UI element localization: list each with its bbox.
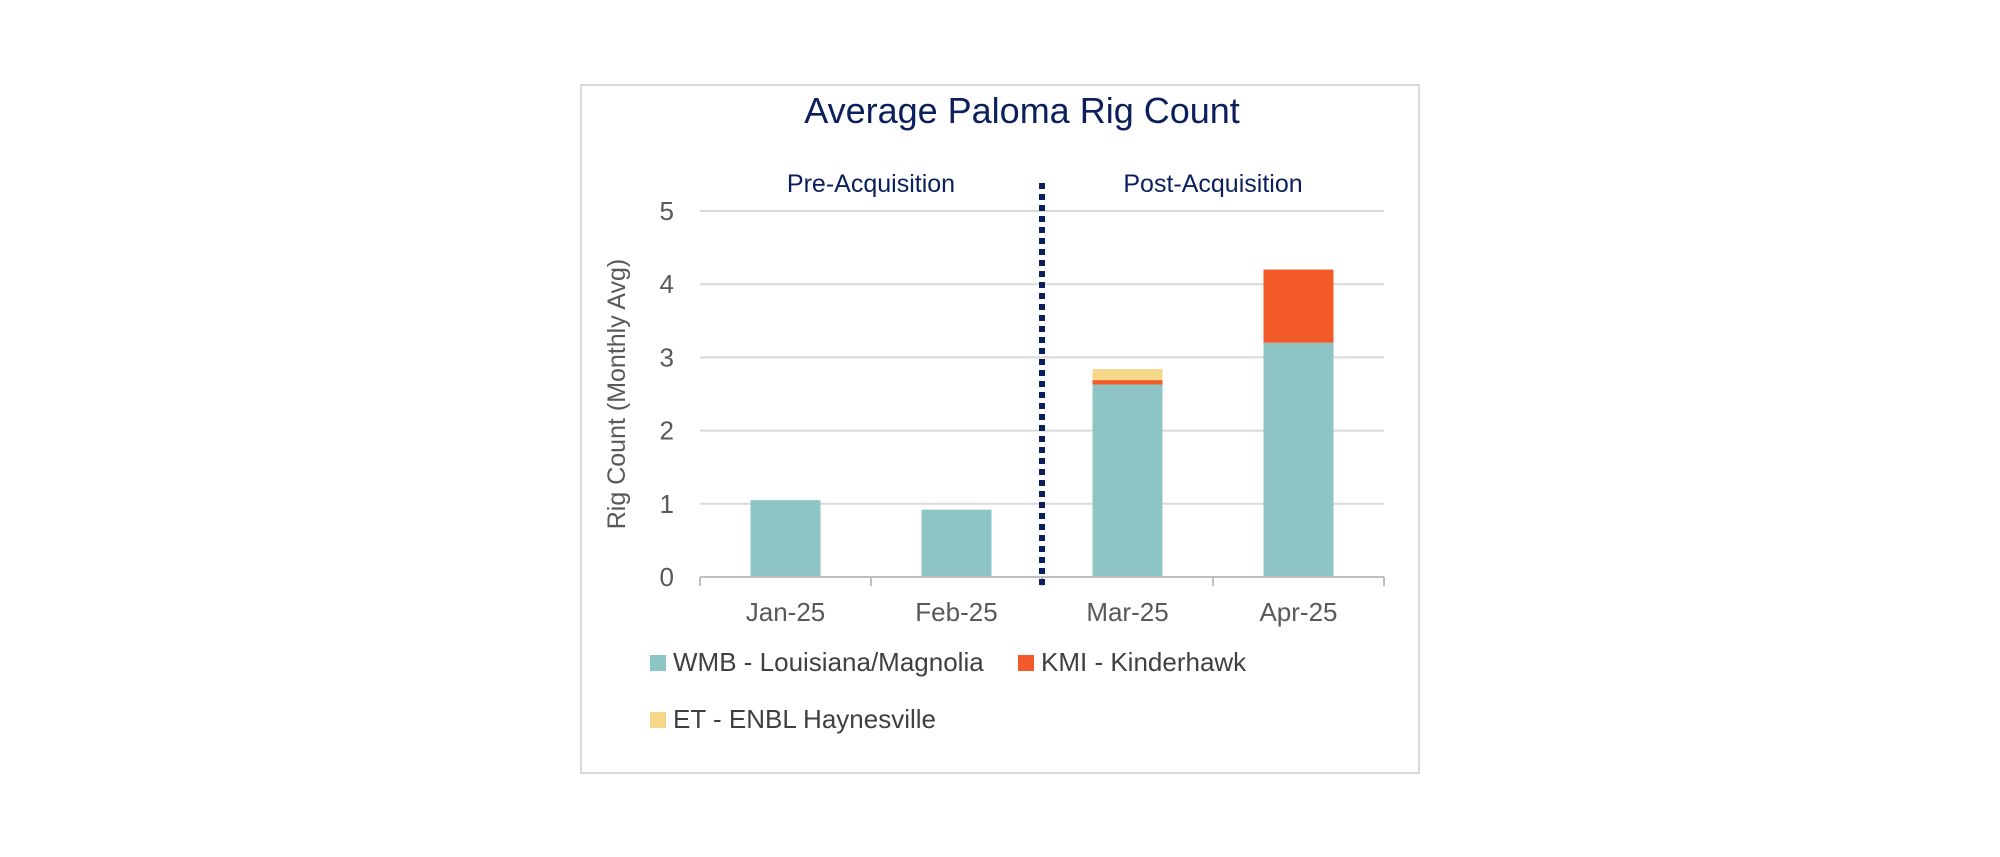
- x-tick-label: Feb-25: [915, 597, 997, 627]
- x-tick-label: Mar-25: [1086, 597, 1168, 627]
- y-tick-label: 3: [660, 342, 674, 372]
- chart-title: Average Paloma Rig Count: [804, 90, 1240, 131]
- legend-label: KMI - Kinderhawk: [1041, 647, 1247, 677]
- legend: WMB - Louisiana/Magnolia KMI - Kinderhawk…: [650, 647, 1247, 734]
- pre-acquisition-label: Pre-Acquisition: [787, 170, 955, 198]
- bar-segment: [1263, 342, 1334, 577]
- y-axis-label: Rig Count (Monthly Avg): [603, 259, 631, 530]
- bar-segment: [1092, 369, 1163, 381]
- x-tick-label: Apr-25: [1259, 597, 1337, 627]
- x-tick-label: Jan-25: [746, 597, 826, 627]
- y-tick-label: 0: [660, 562, 674, 592]
- y-tick-label: 1: [660, 489, 674, 519]
- bar-segment: [1092, 380, 1163, 385]
- bar-segment: [1263, 269, 1334, 343]
- stacked-bar-chart: Average Paloma Rig Count Pre-Acquisition…: [603, 90, 1385, 734]
- y-tick-label: 4: [660, 269, 674, 299]
- legend-swatch: [1018, 655, 1034, 671]
- axes: 0 1 2 3 4 5 Jan-25 Feb-25 Mar-25 Apr-25: [660, 196, 1385, 627]
- post-acquisition-label: Post-Acquisition: [1123, 170, 1302, 198]
- legend-label: WMB - Louisiana/Magnolia: [673, 647, 984, 677]
- bar-segment: [750, 500, 821, 577]
- chart-frame: Average Paloma Rig Count Pre-Acquisition…: [580, 84, 1420, 774]
- bar-segment: [921, 509, 992, 577]
- y-tick-label: 2: [660, 416, 674, 446]
- y-tick-label: 5: [660, 196, 674, 226]
- bar-segment: [1092, 384, 1163, 577]
- legend-swatch: [650, 712, 666, 728]
- legend-label: ET - ENBL Haynesville: [673, 704, 936, 734]
- bars: [750, 269, 1334, 577]
- legend-swatch: [650, 655, 666, 671]
